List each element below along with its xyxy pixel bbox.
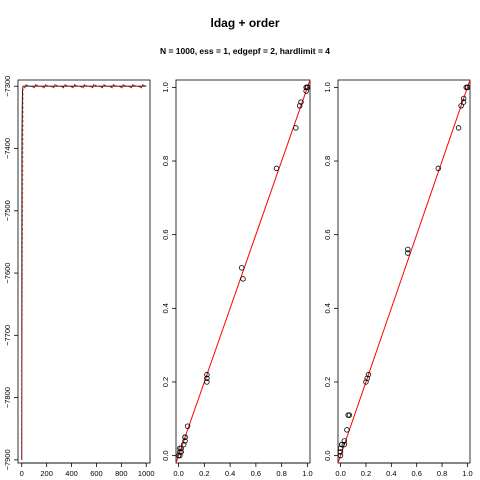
scatter-point bbox=[298, 99, 304, 105]
scatter-point bbox=[346, 412, 353, 418]
scatter-panel-1: 0.0 0.2 0.4 0.6 0.8 1.0 0.0 0.2 0.4 0.6 0.8 1.0 bbox=[161, 79, 313, 478]
scatter-point bbox=[460, 99, 467, 105]
y-tick-label: −7700 bbox=[3, 325, 12, 346]
scatter-point bbox=[182, 434, 188, 440]
y-tick-label: −7800 bbox=[3, 387, 12, 408]
y-tick-label: 0.2 bbox=[161, 377, 170, 387]
scatter-point bbox=[341, 438, 348, 444]
scatter-point bbox=[435, 165, 441, 172]
x-tick-label: 0.2 bbox=[199, 469, 209, 478]
identity-reference-line bbox=[338, 80, 470, 463]
x-tick-label: 0 bbox=[20, 469, 24, 478]
x-tick-label: 0.4 bbox=[225, 469, 235, 478]
x-tick-label: 0.6 bbox=[411, 469, 421, 478]
y-tick-label: 1.0 bbox=[323, 82, 332, 92]
plot-area bbox=[338, 80, 470, 463]
y-tick-label: 0.4 bbox=[323, 303, 332, 313]
scatter-panel-2: 0.0 0.2 0.4 0.6 0.8 1.0 0.0 0.2 0.4 0.6 0.8 1.0 bbox=[323, 79, 473, 478]
x-tick-label: 1.0 bbox=[462, 469, 472, 478]
y-tick-label: 1.0 bbox=[161, 82, 170, 92]
scatter-point bbox=[339, 441, 345, 448]
scatter-point bbox=[455, 125, 462, 131]
x-tick-label: 0.6 bbox=[251, 469, 261, 478]
y-tick-label: 0.0 bbox=[161, 450, 170, 460]
scatter-point bbox=[204, 375, 210, 381]
plot-area bbox=[176, 80, 310, 463]
chart-title: ldag + order bbox=[210, 16, 279, 30]
scatter-point bbox=[458, 103, 464, 109]
x-tick-label: 1.0 bbox=[302, 469, 312, 478]
plot-area bbox=[21, 84, 147, 460]
x-tick-label: 200 bbox=[40, 469, 53, 478]
x-tick-label: 800 bbox=[115, 469, 128, 478]
scatter-point bbox=[365, 371, 372, 378]
identity-reference-line bbox=[176, 80, 310, 463]
y-tick-label: −7900 bbox=[3, 449, 12, 470]
trace-noise bbox=[23, 84, 147, 89]
scatter-point bbox=[204, 371, 210, 378]
chart-subtitle: N = 1000, ess = 1, edgepf = 2, hardlimit… bbox=[160, 46, 330, 56]
y-tick-label: 0.6 bbox=[161, 229, 170, 239]
x-tick-label: 0.8 bbox=[437, 469, 447, 478]
scatter-point bbox=[293, 125, 299, 131]
y-tick-label: −7300 bbox=[3, 76, 12, 97]
scatter-point bbox=[338, 445, 344, 451]
scatter-point bbox=[204, 379, 210, 385]
scatter-point bbox=[181, 441, 187, 448]
scatter-point bbox=[273, 165, 280, 172]
scatter-point bbox=[405, 246, 411, 253]
y-tick-label: 0.8 bbox=[161, 156, 170, 166]
x-tick-label: 400 bbox=[65, 469, 78, 478]
scatter-point bbox=[405, 250, 411, 256]
y-tick-label: 0.6 bbox=[323, 229, 332, 239]
scatter-point bbox=[240, 276, 246, 282]
trace-series-line bbox=[21, 85, 147, 460]
x-tick-label: 1000 bbox=[138, 469, 155, 478]
x-tick-label: 0.0 bbox=[335, 469, 345, 478]
x-tick-label: 0.0 bbox=[173, 469, 183, 478]
trace-series-line bbox=[21, 85, 147, 460]
x-tick-label: 600 bbox=[90, 469, 103, 478]
scatter-point bbox=[344, 427, 350, 433]
scatter-point bbox=[363, 379, 369, 385]
scatter-point bbox=[184, 423, 191, 429]
x-tick-label: 0.2 bbox=[361, 469, 371, 478]
scatter-point bbox=[304, 84, 310, 91]
scatter-point bbox=[338, 449, 344, 455]
scatter-point bbox=[178, 449, 184, 455]
y-tick-label: 0.4 bbox=[161, 303, 170, 313]
trace-panel: 0 200 400 600 800 1000 −7900 −7800 −7700 −7600 −75… bbox=[3, 76, 155, 478]
plot-frame bbox=[17, 79, 151, 464]
scatter-point bbox=[364, 375, 370, 381]
scatter-point bbox=[296, 103, 303, 109]
scatter-point bbox=[239, 265, 245, 271]
scatter-point bbox=[182, 438, 188, 444]
x-tick-label: 0.4 bbox=[386, 469, 396, 478]
scatter-point bbox=[303, 88, 309, 94]
scatter-point bbox=[178, 445, 184, 451]
y-tick-label: −7500 bbox=[3, 200, 12, 221]
x-tick-label: 0.8 bbox=[276, 469, 286, 478]
y-tick-label: 0.0 bbox=[323, 450, 332, 460]
scatter-point bbox=[177, 452, 183, 459]
y-tick-label: 0.8 bbox=[323, 156, 332, 166]
y-tick-label: −7600 bbox=[3, 263, 12, 284]
scatter-point bbox=[341, 441, 348, 448]
scatter-point bbox=[338, 452, 344, 459]
scatter-point bbox=[464, 84, 470, 91]
y-tick-label: −7400 bbox=[3, 138, 12, 159]
y-tick-label: 0.2 bbox=[323, 377, 332, 387]
scatter-point bbox=[460, 95, 467, 102]
